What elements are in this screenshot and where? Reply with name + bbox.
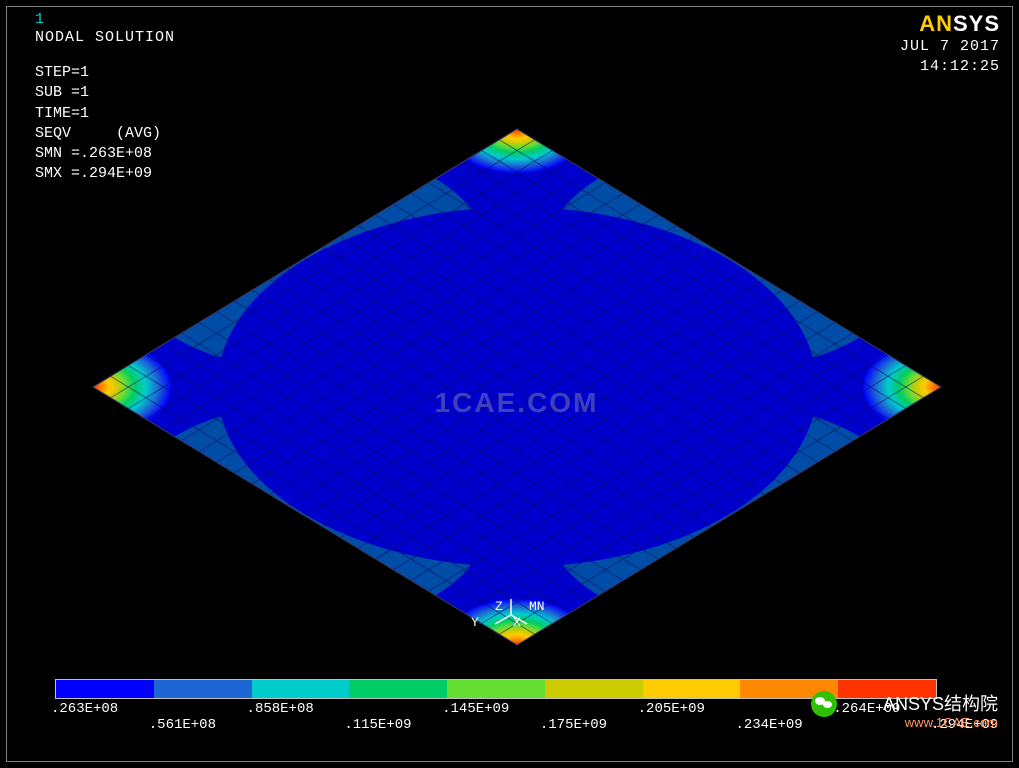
legend-tick: .205E+09 [638, 701, 705, 717]
legend-tick: .234E+09 [735, 717, 802, 733]
legend-labels: .263E+08.561E+08.858E+08.115E+09.145E+09… [55, 699, 935, 733]
legend-tick: .175E+09 [540, 717, 607, 733]
legend-segment [545, 680, 643, 698]
legend-tick: .858E+08 [247, 701, 314, 717]
datetime-block: JUL 7 2017 14:12:25 [900, 37, 1000, 76]
plot-canvas: 1 NODAL SOLUTION STEP=1 SUB =1 TIME=1 SE… [6, 6, 1013, 762]
logo-an: AN [919, 11, 953, 36]
logo-sys: SYS [953, 11, 1000, 36]
contour-plot[interactable] [87, 117, 947, 637]
wechat-icon [811, 691, 837, 717]
axis-z-label: Z [495, 599, 503, 614]
legend-segment [56, 680, 154, 698]
legend-tick: .145E+09 [442, 701, 509, 717]
legend-tick: .561E+08 [149, 717, 216, 733]
legend-bar [55, 679, 937, 699]
solution-title: NODAL SOLUTION [35, 29, 175, 46]
legend-segment [154, 680, 252, 698]
legend-segment [447, 680, 545, 698]
mn-label: MN [529, 599, 545, 614]
legend-tick: .115E+09 [344, 717, 411, 733]
footer-credits: ANSYS结构院 www.1CAE.com [883, 694, 998, 731]
axis-x-label: X [513, 615, 521, 630]
footer-cn-text: ANSYS结构院 [883, 694, 998, 716]
viewport-number: 1 [35, 11, 44, 28]
ansys-logo: ANSYS [919, 11, 1000, 37]
date-label: JUL 7 2017 [900, 37, 1000, 57]
time-label: 14:12:25 [900, 57, 1000, 77]
legend-segment [252, 680, 350, 698]
legend-tick: .263E+08 [51, 701, 118, 717]
axis-y-label: Y [471, 615, 479, 630]
contour-svg [87, 117, 947, 657]
footer-url: www.1CAE.com [883, 715, 998, 731]
legend-segment [643, 680, 741, 698]
legend-segment [349, 680, 447, 698]
